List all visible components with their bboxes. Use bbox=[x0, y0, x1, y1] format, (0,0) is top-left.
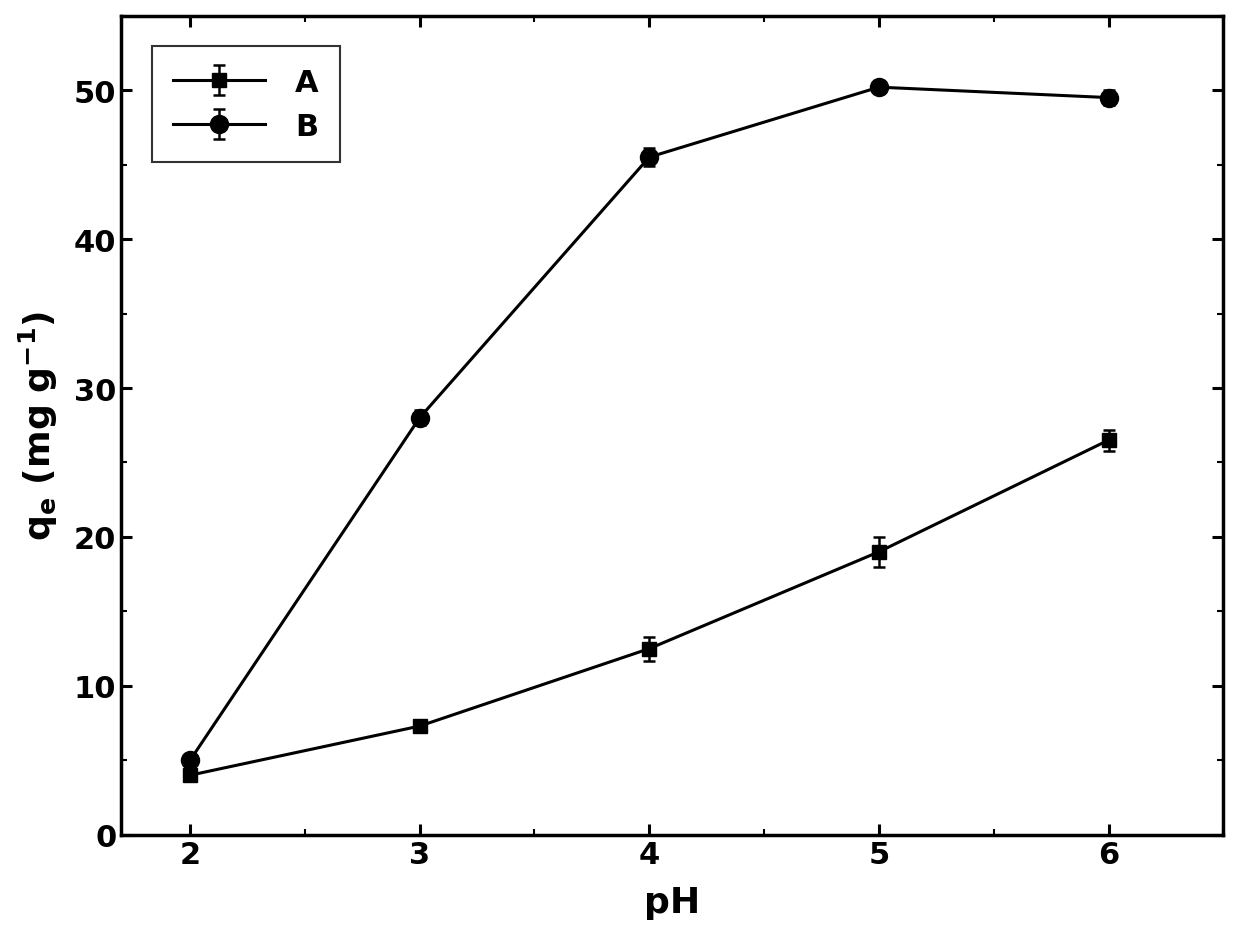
Y-axis label: $\mathbf{q_e}$ $\mathbf{(mg\ g^{-1})}$: $\mathbf{q_e}$ $\mathbf{(mg\ g^{-1})}$ bbox=[16, 311, 60, 541]
Legend: A, B: A, B bbox=[151, 47, 340, 163]
X-axis label: pH: pH bbox=[644, 885, 701, 919]
